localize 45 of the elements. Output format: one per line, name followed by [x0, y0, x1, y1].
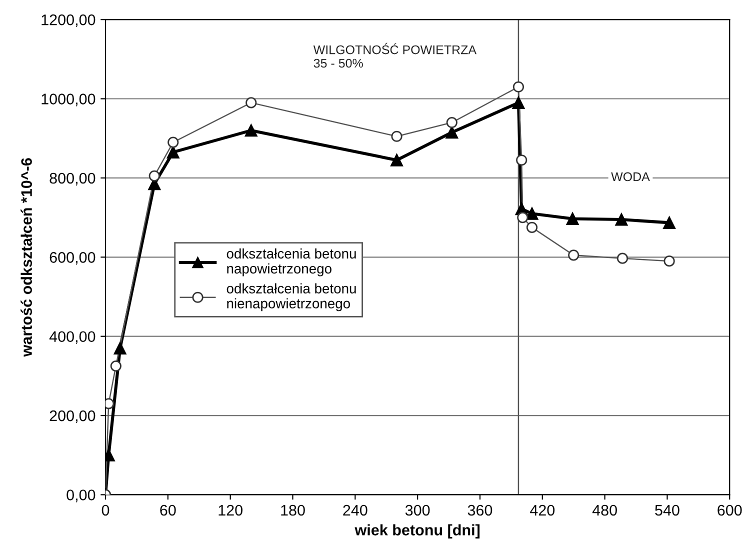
x-tick-label: 300 [405, 504, 430, 516]
point [446, 126, 458, 139]
point [516, 154, 528, 166]
x-tick-label: 360 [468, 504, 492, 516]
point [168, 136, 179, 148]
y-tick-label: 1000,00 [42, 94, 96, 106]
point [616, 252, 628, 264]
x-axis-title: wiek betonu [dni] [354, 524, 480, 538]
point [526, 222, 538, 233]
point [512, 81, 524, 92]
point [663, 216, 676, 229]
point [148, 170, 160, 182]
point [391, 130, 402, 142]
point [390, 154, 404, 166]
x-tick-label: 600 [718, 504, 742, 516]
point [246, 97, 257, 108]
point [446, 116, 458, 128]
point [244, 124, 258, 137]
annotation: WILGOTNOŚĆ POWIETRZA 35 - 50% [313, 42, 477, 68]
x-tick-label: 0 [102, 504, 110, 516]
point [664, 256, 675, 267]
x-tick-label: 480 [592, 504, 617, 516]
point [114, 342, 126, 354]
y-axis-title: wartość odkształceń *10^-6 [20, 158, 32, 357]
point [110, 360, 122, 372]
point [517, 212, 528, 224]
y-tick-label: 0,00 [66, 490, 96, 502]
y-tick-label: 800,00 [50, 172, 96, 186]
x-tick-label: 240 [343, 504, 368, 516]
y-tick-label: 600,00 [50, 252, 96, 265]
point [568, 250, 580, 261]
y-tick-label: 200,00 [50, 410, 96, 424]
legend-label: odkształcenia betonu napowietrzonego [226, 248, 356, 276]
annotation: WODA [611, 172, 650, 182]
point [566, 212, 579, 225]
x-tick-label: 420 [530, 504, 555, 516]
x-tick-label: 60 [160, 504, 176, 516]
point [615, 213, 628, 226]
y-tick-label: 1200,00 [42, 14, 96, 28]
x-tick-label: 180 [281, 504, 305, 516]
x-tick-label: 540 [655, 504, 680, 516]
y-tick-label: 400,00 [49, 331, 96, 344]
x-tick-label: 120 [218, 504, 242, 516]
legend-label: odkształcenia betonu nienapowietrzonego [226, 283, 356, 312]
point [512, 96, 525, 109]
